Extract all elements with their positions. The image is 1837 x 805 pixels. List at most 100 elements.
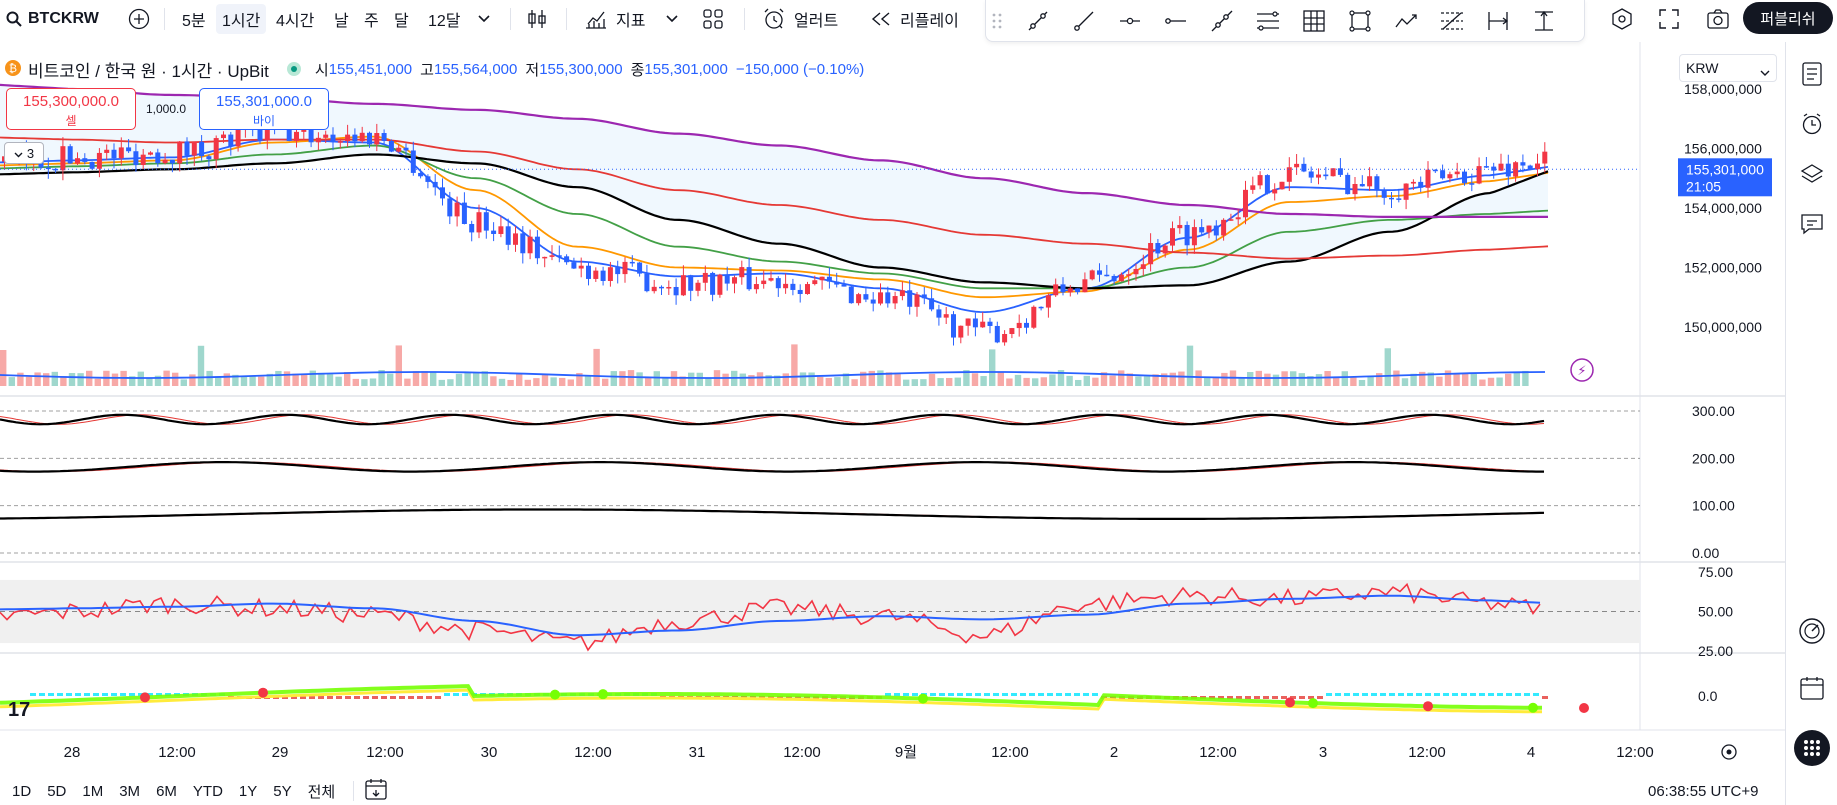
chat-icon[interactable]	[1796, 208, 1828, 240]
market-status-dot[interactable]	[286, 62, 301, 76]
chart-type-button[interactable]	[520, 4, 554, 34]
candle-body	[1316, 174, 1321, 178]
price-range-tool-icon[interactable]	[1528, 5, 1560, 37]
trendline-tool-icon[interactable]	[1022, 5, 1054, 37]
candle-body	[673, 286, 679, 296]
layers-icon[interactable]	[1796, 158, 1828, 190]
volume-bar	[748, 375, 755, 386]
rectangle-tool-icon[interactable]	[1344, 5, 1376, 37]
interval-week[interactable]: 주	[364, 13, 379, 30]
osc-tick-label: 0.0	[1698, 688, 1718, 704]
interval-5m[interactable]: 5분	[182, 13, 206, 30]
candle-body	[206, 156, 212, 160]
replay-button[interactable]: 리플레이	[864, 4, 965, 34]
osc-histogram-bar	[1398, 693, 1404, 696]
layouts-button[interactable]	[696, 4, 730, 34]
osc-histogram-bar	[966, 693, 972, 696]
settings-button[interactable]	[1604, 4, 1640, 34]
volume-bar	[1307, 376, 1314, 386]
extended-line-tool-icon[interactable]	[1206, 5, 1238, 37]
range-5d[interactable]: 5D	[47, 782, 67, 800]
interval-day[interactable]: 날	[334, 13, 349, 30]
horizontal-ray-tool-icon[interactable]	[1114, 5, 1146, 37]
order-quantity[interactable]: 1,000.0	[146, 102, 187, 116]
indicators-dropdown[interactable]	[660, 4, 684, 34]
range-1y[interactable]: 1Y	[238, 782, 258, 800]
candle-body	[1243, 189, 1248, 218]
watchlist-icon[interactable]	[1796, 58, 1828, 90]
symbol-search-button[interactable]: BTCKRW	[0, 4, 105, 34]
volume-bar	[662, 377, 669, 386]
alerts-clock-icon[interactable]	[1796, 108, 1828, 140]
publish-button[interactable]: 퍼블리쉬	[1743, 2, 1833, 34]
chart-legend: ₿ 비트코인 / 한국 원 · 1시간 · UpBit 시 155,451,000…	[0, 55, 864, 83]
volume-bar	[619, 371, 626, 386]
osc-histogram-bar	[984, 693, 990, 696]
volume-bar	[361, 379, 368, 386]
candle-body	[1425, 169, 1431, 188]
ray-tool-icon[interactable]	[1068, 5, 1100, 37]
open-value: 155,451,000	[328, 60, 413, 78]
settings-hexagon-icon	[1610, 7, 1634, 31]
volume-bar	[928, 373, 936, 386]
candle-body	[1374, 176, 1380, 191]
range-1d[interactable]: 1D	[12, 782, 32, 800]
currency-select[interactable]: KRW	[1679, 54, 1777, 82]
osc-histogram-bar	[1497, 693, 1503, 696]
range-5y[interactable]: 5Y	[273, 782, 292, 800]
snapshot-button[interactable]	[1700, 4, 1736, 34]
alert-button[interactable]: 얼러트	[756, 4, 844, 34]
buy-button[interactable]: 155,301,000.0 바이	[199, 88, 329, 130]
fib-tool-icon[interactable]	[1436, 5, 1468, 37]
sell-button[interactable]: 155,300,000.0 셀	[6, 88, 136, 130]
volume-bar	[94, 378, 101, 386]
range-6m[interactable]: 6M	[156, 782, 177, 800]
volume-bar	[447, 379, 454, 386]
interval-12m[interactable]: 12달	[428, 13, 461, 30]
interval-4h[interactable]: 4시간	[276, 13, 315, 30]
volume-ma-line	[0, 371, 1546, 379]
products-grid-icon[interactable]	[1794, 730, 1830, 766]
fullscreen-button[interactable]	[1652, 4, 1686, 34]
interval-dropdown[interactable]	[472, 4, 496, 34]
osc-histogram-bar	[1488, 693, 1494, 696]
range-ytd[interactable]: YTD	[192, 782, 223, 800]
volume-bar	[223, 373, 230, 386]
path-tool-icon[interactable]	[1390, 5, 1422, 37]
indicators-button[interactable]: 지표	[578, 4, 651, 34]
calendar-icon[interactable]	[1796, 672, 1828, 704]
volume-bar	[1358, 379, 1366, 386]
parallel-channel-tool-icon[interactable]	[1252, 5, 1284, 37]
candle-body	[680, 275, 686, 296]
clock[interactable]: 06:38:55 UTC+9	[1648, 783, 1759, 800]
high-value: 155,564,000	[433, 60, 518, 78]
volume-bar	[1324, 371, 1331, 386]
range-3m[interactable]: 3M	[119, 782, 141, 800]
range-all[interactable]: 전체	[307, 783, 336, 801]
symbol-title[interactable]: 비트코인 / 한국 원 · 1시간 · UpBit	[28, 61, 269, 81]
grid-tool-icon[interactable]	[1298, 5, 1330, 37]
volume-bar	[1333, 376, 1340, 386]
time-tick-label: 9월	[895, 744, 917, 761]
indicator-collapse-button[interactable]: 3	[4, 142, 44, 164]
osc-histogram-bar	[1362, 693, 1368, 696]
osc-histogram-bar	[1479, 693, 1485, 696]
drag-handle-icon[interactable]	[988, 5, 1006, 37]
date-range-tool-icon[interactable]	[1482, 5, 1514, 37]
time-tick-label: 29	[272, 744, 289, 761]
goto-date-icon[interactable]	[364, 777, 388, 805]
range-1m[interactable]: 1M	[82, 782, 104, 800]
osc-histogram-bar	[300, 696, 306, 699]
volume-bar	[997, 371, 1004, 386]
compare-button[interactable]	[122, 4, 156, 34]
interval-month[interactable]: 달	[394, 13, 409, 30]
gauge-icon[interactable]	[1796, 615, 1828, 647]
volume-bar	[1505, 373, 1512, 386]
low-key: 저	[525, 61, 540, 79]
osc-histogram-bar	[66, 693, 72, 696]
horizontal-line-tool-icon[interactable]	[1160, 5, 1192, 37]
plus-circle-icon	[128, 8, 150, 30]
candle-body	[199, 141, 205, 157]
candle-body	[549, 255, 555, 257]
interval-1h[interactable]: 1시간	[216, 4, 267, 34]
